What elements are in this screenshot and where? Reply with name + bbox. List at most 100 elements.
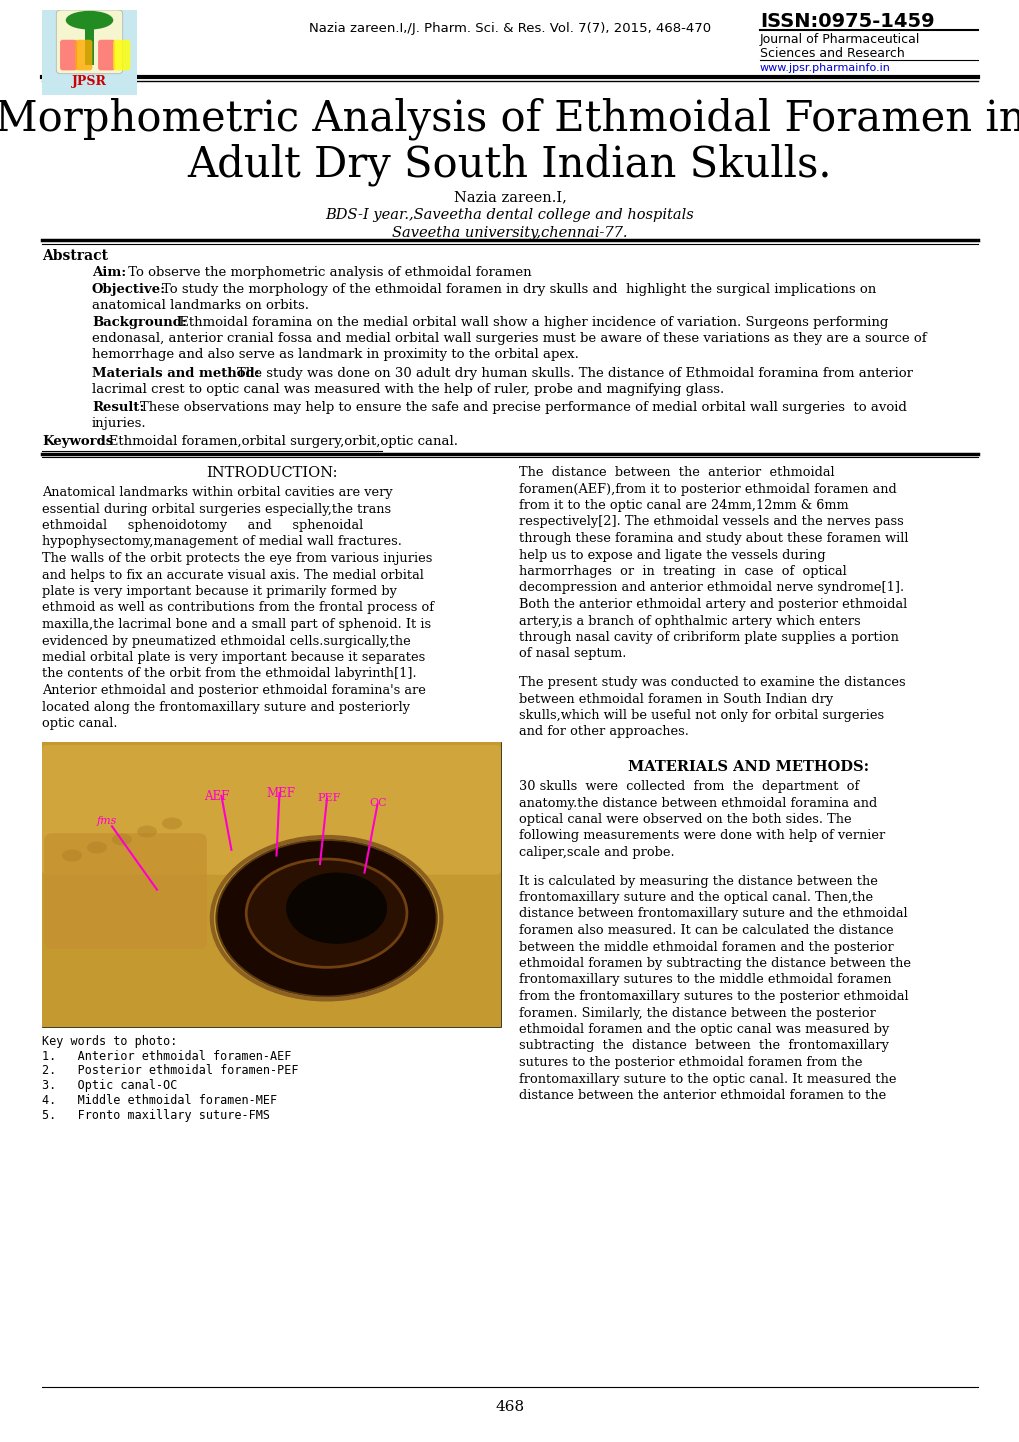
Text: subtracting  the  distance  between  the  frontomaxillary: subtracting the distance between the fro…: [519, 1040, 888, 1053]
Text: PEF: PEF: [317, 793, 340, 803]
Ellipse shape: [112, 833, 131, 845]
Text: fms: fms: [97, 816, 117, 826]
Text: ethmoidal foramen by subtracting the distance between the: ethmoidal foramen by subtracting the dis…: [519, 957, 910, 970]
Text: hypophysectomy,management of medial wall fractures.: hypophysectomy,management of medial wall…: [42, 535, 401, 548]
Text: artery,is a branch of ophthalmic artery which enters: artery,is a branch of ophthalmic artery …: [519, 614, 860, 627]
Text: injuries.: injuries.: [92, 417, 147, 430]
Text: Background:: Background:: [92, 316, 186, 329]
Ellipse shape: [162, 818, 181, 829]
Text: through these foramina and study about these foramen will: through these foramina and study about t…: [519, 532, 908, 545]
Ellipse shape: [285, 872, 386, 945]
Text: optical canal were observed on the both sides. The: optical canal were observed on the both …: [519, 813, 851, 826]
Text: from the frontomaxillary sutures to the posterior ethmoidal: from the frontomaxillary sutures to the …: [519, 991, 908, 1004]
Text: Saveetha university,chennai-77.: Saveetha university,chennai-77.: [392, 226, 627, 239]
Text: skulls,which will be useful not only for orbital surgeries: skulls,which will be useful not only for…: [519, 709, 883, 722]
Text: Keywords: Keywords: [42, 435, 113, 448]
Text: Materials and method:: Materials and method:: [92, 368, 260, 381]
Text: foramen. Similarly, the distance between the posterior: foramen. Similarly, the distance between…: [519, 1007, 875, 1019]
Text: foramen(AEF),from it to posterior ethmoidal foramen and: foramen(AEF),from it to posterior ethmoi…: [519, 483, 896, 496]
Text: AEF: AEF: [204, 790, 229, 803]
Text: Sciences and Research: Sciences and Research: [759, 48, 904, 61]
Text: MEF: MEF: [266, 787, 296, 800]
Ellipse shape: [137, 825, 157, 838]
Text: Journal of Pharmaceutical: Journal of Pharmaceutical: [759, 33, 919, 46]
Text: Nazia zareen.I,/J. Pharm. Sci. & Res. Vol. 7(7), 2015, 468-470: Nazia zareen.I,/J. Pharm. Sci. & Res. Vo…: [309, 22, 710, 35]
Bar: [85, 19, 94, 65]
Text: caliper,scale and probe.: caliper,scale and probe.: [519, 846, 674, 859]
Text: distance between the anterior ethmoidal foramen to the: distance between the anterior ethmoidal …: [519, 1089, 886, 1102]
Text: distance between frontomaxillary suture and the ethmoidal: distance between frontomaxillary suture …: [519, 907, 907, 920]
Bar: [42, 741, 500, 1027]
Text: Ethmoidal foramina on the medial orbital wall show a higher incidence of variati: Ethmoidal foramina on the medial orbital…: [175, 316, 888, 329]
Text: frontomaxillary suture and the optical canal. Then,the: frontomaxillary suture and the optical c…: [519, 891, 872, 904]
Text: from it to the optic canal are 24mm,12mm & 6mm: from it to the optic canal are 24mm,12mm…: [519, 499, 848, 512]
Text: between the middle ethmoidal foramen and the posterior: between the middle ethmoidal foramen and…: [519, 940, 893, 953]
Text: ISSN:0975-1459: ISSN:0975-1459: [759, 12, 933, 30]
Text: following measurements were done with help of vernier: following measurements were done with he…: [519, 829, 884, 842]
Text: ethmoidal     sphenoidotomy     and     sphenoidal: ethmoidal sphenoidotomy and sphenoidal: [42, 519, 363, 532]
Text: Anterior ethmoidal and posterior ethmoidal foramina's are: Anterior ethmoidal and posterior ethmoid…: [42, 684, 426, 696]
Text: 3.   Optic canal-OC: 3. Optic canal-OC: [42, 1080, 177, 1093]
Text: plate is very important because it primarily formed by: plate is very important because it prima…: [42, 585, 396, 598]
Ellipse shape: [87, 842, 107, 854]
Text: frontomaxillary sutures to the middle ethmoidal foramen: frontomaxillary sutures to the middle et…: [519, 973, 891, 986]
Ellipse shape: [216, 839, 436, 996]
Text: Anatomical landmarks within orbital cavities are very: Anatomical landmarks within orbital cavi…: [42, 486, 392, 499]
Text: respectively[2]. The ethmoidal vessels and the nerves pass: respectively[2]. The ethmoidal vessels a…: [519, 515, 903, 529]
Text: To observe the morphometric analysis of ethmoidal foramen: To observe the morphometric analysis of …: [124, 265, 531, 278]
Text: Result:: Result:: [92, 401, 145, 414]
Ellipse shape: [65, 12, 113, 29]
Text: endonasal, anterior cranial fossa and medial orbital wall surgeries must be awar: endonasal, anterior cranial fossa and me…: [92, 332, 925, 345]
Text: It is calculated by measuring the distance between the: It is calculated by measuring the distan…: [519, 874, 877, 887]
Text: Objective:: Objective:: [92, 283, 166, 296]
Text: hemorrhage and also serve as landmark in proximity to the orbital apex.: hemorrhage and also serve as landmark in…: [92, 348, 579, 360]
Text: 1.   Anterior ethmoidal foramen-AEF: 1. Anterior ethmoidal foramen-AEF: [42, 1050, 291, 1063]
Bar: [42, 741, 500, 1027]
Text: BDS-I year.,Saveetha dental college and hospitals: BDS-I year.,Saveetha dental college and …: [325, 208, 694, 222]
Text: of nasal septum.: of nasal septum.: [519, 647, 626, 660]
Text: located along the frontomaxillary suture and posteriorly: located along the frontomaxillary suture…: [42, 701, 410, 714]
Text: maxilla,the lacrimal bone and a small part of sphenoid. It is: maxilla,the lacrimal bone and a small pa…: [42, 619, 431, 632]
FancyBboxPatch shape: [98, 40, 115, 71]
Text: between ethmoidal foramen in South Indian dry: between ethmoidal foramen in South India…: [519, 692, 833, 705]
Text: anatomy.the distance between ethmoidal foramina and: anatomy.the distance between ethmoidal f…: [519, 796, 876, 809]
Text: 468: 468: [495, 1400, 524, 1415]
Text: The study was done on 30 adult dry human skulls. The distance of Ethmoidal foram: The study was done on 30 adult dry human…: [236, 368, 912, 381]
Text: MATERIALS AND METHODS:: MATERIALS AND METHODS:: [628, 760, 868, 774]
Text: frontomaxillary suture to the optic canal. It measured the: frontomaxillary suture to the optic cana…: [519, 1073, 896, 1086]
Text: : Ethmoidal foramen,orbital surgery,orbit,optic canal.: : Ethmoidal foramen,orbital surgery,orbi…: [100, 435, 458, 448]
Text: The present study was conducted to examine the distances: The present study was conducted to exami…: [519, 676, 905, 689]
FancyBboxPatch shape: [56, 10, 122, 74]
Text: 30 skulls  were  collected  from  the  department  of: 30 skulls were collected from the depart…: [519, 780, 858, 793]
Text: harmorrhages  or  in  treating  in  case  of  optical: harmorrhages or in treating in case of o…: [519, 565, 846, 578]
Text: optic canal.: optic canal.: [42, 717, 117, 730]
Text: foramen also measured. It can be calculated the distance: foramen also measured. It can be calcula…: [519, 924, 893, 937]
FancyBboxPatch shape: [113, 40, 130, 71]
Text: and helps to fix an accurate visual axis. The medial orbital: and helps to fix an accurate visual axis…: [42, 568, 424, 581]
Text: help us to expose and ligate the vessels during: help us to expose and ligate the vessels…: [519, 548, 824, 561]
Text: The  distance  between  the  anterior  ethmoidal: The distance between the anterior ethmoi…: [519, 466, 834, 479]
Text: medial orbital plate is very important because it separates: medial orbital plate is very important b…: [42, 650, 425, 663]
Text: through nasal cavity of cribriform plate supplies a portion: through nasal cavity of cribriform plate…: [519, 632, 898, 645]
Text: INTRODUCTION:: INTRODUCTION:: [206, 466, 337, 480]
Text: www.jpsr.pharmainfo.in: www.jpsr.pharmainfo.in: [759, 63, 890, 74]
Text: Nazia zareen.I,: Nazia zareen.I,: [453, 190, 566, 203]
Text: To study the morphology of the ethmoidal foramen in dry skulls and  highlight th: To study the morphology of the ethmoidal…: [162, 283, 875, 296]
Text: Morphometric Analysis of Ethmoidal Foramen in: Morphometric Analysis of Ethmoidal Foram…: [0, 97, 1019, 140]
Text: Both the anterior ethmoidal artery and posterior ethmoidal: Both the anterior ethmoidal artery and p…: [519, 598, 906, 611]
Text: lacrimal crest to optic canal was measured with the help of ruler, probe and mag: lacrimal crest to optic canal was measur…: [92, 384, 723, 397]
FancyBboxPatch shape: [42, 746, 500, 875]
Ellipse shape: [246, 859, 407, 968]
Text: Key words to photo:: Key words to photo:: [42, 1034, 177, 1047]
Text: and for other approaches.: and for other approaches.: [519, 725, 688, 738]
Text: ethmoid as well as contributions from the frontal process of: ethmoid as well as contributions from th…: [42, 601, 433, 614]
Text: Abstract: Abstract: [42, 249, 108, 262]
Ellipse shape: [62, 849, 82, 861]
Text: OC: OC: [369, 799, 387, 809]
Text: sutures to the posterior ethmoidal foramen from the: sutures to the posterior ethmoidal foram…: [519, 1056, 862, 1069]
FancyBboxPatch shape: [60, 40, 77, 71]
Text: ethmoidal foramen and the optic canal was measured by: ethmoidal foramen and the optic canal wa…: [519, 1022, 889, 1035]
Text: These observations may help to ensure the safe and precise performance of medial: These observations may help to ensure th…: [140, 401, 906, 414]
FancyBboxPatch shape: [44, 833, 207, 949]
Text: JPSR: JPSR: [72, 75, 107, 88]
